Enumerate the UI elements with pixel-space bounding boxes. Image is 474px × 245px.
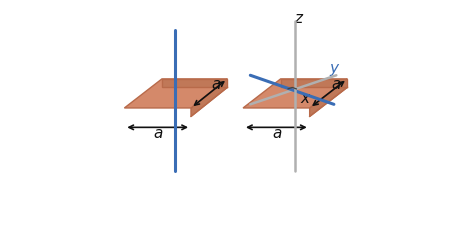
Polygon shape — [124, 79, 228, 108]
Text: $a$: $a$ — [272, 126, 282, 141]
Text: $y$: $y$ — [329, 62, 341, 78]
Polygon shape — [281, 79, 347, 87]
Text: $a$: $a$ — [211, 77, 221, 92]
Text: $x$: $x$ — [300, 91, 312, 106]
Polygon shape — [162, 79, 228, 87]
Polygon shape — [243, 79, 347, 108]
Text: $a$: $a$ — [153, 126, 164, 141]
Text: $z$: $z$ — [293, 11, 304, 26]
Text: $a$: $a$ — [331, 77, 341, 92]
Polygon shape — [191, 79, 228, 116]
Polygon shape — [310, 79, 347, 116]
